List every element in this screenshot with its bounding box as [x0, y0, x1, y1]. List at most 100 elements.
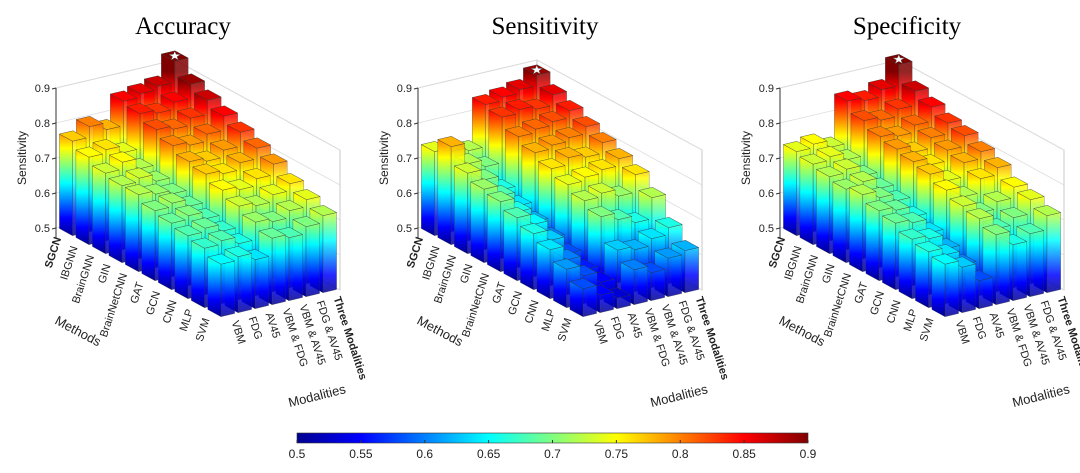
bar-top — [292, 189, 321, 200]
bar — [931, 253, 960, 317]
modality-label: FDG — [246, 315, 265, 341]
best-star — [530, 64, 544, 75]
bar-face — [536, 242, 551, 299]
z-axis-label: Sensitivity — [739, 131, 753, 185]
bar-top — [519, 223, 548, 234]
bar-top — [983, 157, 1012, 168]
bar-top — [572, 116, 601, 127]
colorbar-tick-label: 0.6 — [416, 447, 433, 461]
method-label: GIN — [458, 263, 475, 285]
bar-face — [1046, 212, 1061, 293]
bar-face — [783, 144, 797, 236]
bar-top — [538, 111, 567, 122]
bar-top — [538, 134, 567, 146]
colorbar-tick-label: 0.65 — [477, 447, 501, 461]
z-tick-label: 0.8 — [397, 118, 412, 130]
bar-top — [554, 174, 583, 185]
bar-top — [486, 191, 515, 202]
bar-top — [141, 200, 170, 211]
z-axis-label: Sensitivity — [15, 131, 29, 185]
bar-face — [271, 234, 286, 305]
method-label: IBGNN — [58, 245, 80, 282]
bar-top — [983, 191, 1012, 202]
bar-top — [949, 195, 978, 207]
z-tick-label: 0.7 — [397, 153, 412, 165]
bar-top — [275, 200, 304, 211]
bar-top — [505, 99, 534, 110]
bar-top — [832, 158, 861, 170]
bar-top — [504, 126, 533, 137]
bar-top — [175, 151, 204, 162]
method-label: GAT — [490, 280, 508, 305]
z-tick — [413, 122, 419, 125]
method-label: SGCN — [405, 236, 426, 270]
z-tick — [51, 122, 57, 125]
z-tick-label: 0.8 — [759, 118, 774, 130]
bar-top — [554, 147, 583, 158]
bar-top — [555, 100, 584, 111]
y-axis-label: Modalities — [1011, 381, 1072, 410]
bar-top — [967, 141, 996, 152]
bar-top — [866, 126, 895, 137]
bar-top — [471, 94, 500, 105]
bar-top — [226, 121, 255, 133]
bar-top — [1000, 176, 1029, 188]
colorbar-tick-label: 0.9 — [800, 447, 817, 461]
bar-face — [108, 178, 123, 263]
bar-top — [503, 207, 532, 218]
bar-top — [453, 162, 482, 174]
bar-top — [521, 118, 550, 130]
bar-top — [207, 230, 236, 241]
x-axis-label: Methods — [415, 313, 467, 350]
bar-face — [553, 261, 567, 308]
chart-title: Sensitivity — [492, 13, 599, 40]
bar-top — [225, 195, 254, 207]
y-axis-label: Modalities — [287, 381, 348, 410]
bar-top — [638, 187, 667, 198]
bar-top — [536, 239, 565, 250]
z-tick — [51, 87, 57, 90]
z-tick-label: 0.5 — [397, 223, 412, 235]
bar-top — [570, 190, 599, 201]
bar-top — [176, 107, 205, 119]
z-tick — [51, 227, 57, 230]
bar-face — [237, 253, 252, 313]
bar-face — [1012, 241, 1027, 301]
bar-top — [207, 253, 236, 265]
bar-top — [539, 84, 568, 95]
bar-top — [208, 179, 237, 191]
bar-top — [883, 138, 912, 150]
z-tick — [775, 192, 781, 195]
bar-top — [605, 148, 634, 159]
bar-top — [124, 184, 153, 195]
bar-top — [982, 224, 1011, 235]
z-tick — [413, 227, 419, 230]
bar-top — [815, 166, 844, 177]
method-label: GCN — [144, 290, 163, 317]
bar-top — [654, 217, 683, 228]
bar-top — [1016, 189, 1045, 200]
bar-top — [881, 212, 910, 224]
z-tick-label: 0.9 — [397, 83, 412, 95]
bar-top — [488, 106, 517, 118]
bar-face — [684, 247, 699, 293]
bar-top — [126, 83, 155, 94]
bar-face — [1029, 230, 1044, 297]
z-tick — [413, 87, 419, 90]
method-label: GIN — [820, 263, 837, 285]
method-label: MLP — [902, 308, 920, 333]
bar-top — [243, 137, 272, 149]
z-tick — [413, 192, 419, 195]
chart-title: Specificity — [853, 13, 962, 40]
z-tick-label: 0.9 — [35, 83, 50, 95]
colorbar-tick-label: 0.8 — [672, 447, 689, 461]
method-label: GAT — [852, 280, 870, 305]
bar-top — [917, 96, 946, 108]
z-tick — [51, 157, 57, 160]
bar-top — [603, 239, 632, 251]
bar-top — [833, 90, 862, 102]
bar — [207, 253, 236, 317]
method-label: MLP — [540, 308, 558, 333]
x-axis-label: Methods — [777, 313, 829, 350]
bar-top — [190, 237, 219, 249]
